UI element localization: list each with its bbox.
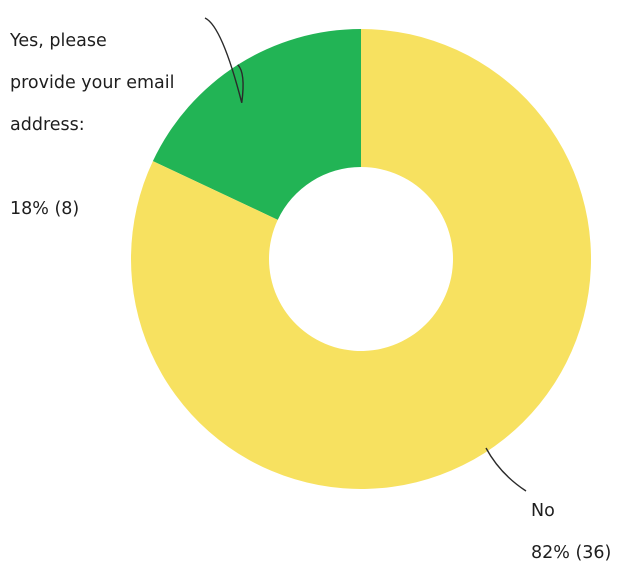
slice-label-yes-line-1: Yes, please bbox=[10, 31, 107, 51]
leader-line-yes bbox=[204, 17, 244, 103]
slice-label-yes: Yes, please provide your email address: … bbox=[10, 10, 215, 241]
slice-label-no: No 82% (36) bbox=[531, 480, 623, 585]
donut-slices bbox=[131, 29, 591, 489]
slice-value-no: 82% (36) bbox=[531, 543, 612, 563]
slice-label-no-line-1: No bbox=[531, 501, 555, 521]
leader-lines bbox=[204, 17, 527, 492]
slice-no bbox=[131, 29, 591, 489]
leader-line-no bbox=[485, 447, 527, 492]
slice-label-yes-line-2: provide your email bbox=[10, 73, 175, 93]
slice-yes bbox=[152, 29, 361, 220]
slice-label-yes-line-3: address: bbox=[10, 115, 85, 135]
donut-chart bbox=[131, 17, 591, 492]
slice-value-yes: 18% (8) bbox=[10, 199, 80, 219]
